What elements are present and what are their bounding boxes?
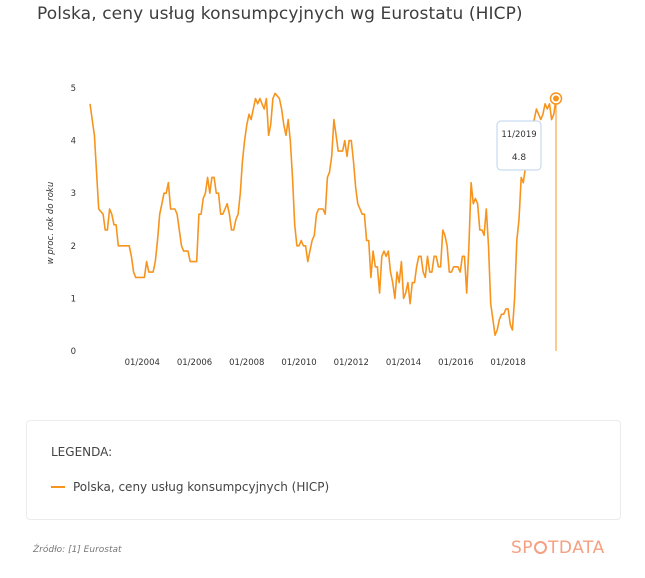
legend-heading: LEGENDA: <box>51 445 113 459</box>
x-tick-label: 01/2008 <box>229 358 264 368</box>
y-tick-label: 3 <box>71 189 76 199</box>
y-tick-label: 1 <box>71 294 76 304</box>
spotdata-logo: SP TDATA <box>511 538 605 558</box>
tooltip: 11/2019 4.8 <box>496 120 542 171</box>
x-tick-label: 01/2018 <box>490 358 525 368</box>
x-axis-ticks: 01/2004 01/2006 01/2008 01/2010 01/2012 01/20… <box>125 358 526 368</box>
hover-point[interactable] <box>553 95 559 102</box>
chart-title: Polska, ceny usług konsumpcyjnych wg Eur… <box>37 4 523 24</box>
tooltip-value: 4.8 <box>512 153 527 163</box>
legend-box: LEGENDA: Polska, ceny usług konsumpcyjny… <box>26 420 621 520</box>
x-tick-label: 01/2010 <box>281 358 316 368</box>
x-tick-label: 01/2016 <box>438 358 473 368</box>
legend-item[interactable]: Polska, ceny usług konsumpcyjnych (HICP) <box>51 480 329 494</box>
series-line[interactable] <box>89 92 557 336</box>
logo-text-start: SP <box>511 538 534 558</box>
source-note: Źródło: [1] Eurostat <box>33 545 122 555</box>
logo-o-icon <box>534 541 548 554</box>
x-tick-label: 01/2006 <box>177 358 212 368</box>
y-axis-ticks: 0 1 2 3 4 5 <box>71 84 76 357</box>
legend-item-label: Polska, ceny usług konsumpcyjnych (HICP) <box>73 480 330 494</box>
y-tick-label: 4 <box>71 137 76 147</box>
y-tick-label: 0 <box>71 347 76 357</box>
y-tick-label: 5 <box>71 84 76 94</box>
logo-text-end: TDATA <box>548 538 605 558</box>
y-tick-label: 2 <box>71 242 76 252</box>
y-axis-label: w proc. rok do roku <box>46 182 56 264</box>
tooltip-label: 11/2019 <box>501 130 536 140</box>
x-tick-label: 01/2012 <box>334 358 369 368</box>
x-tick-label: 01/2004 <box>125 358 160 368</box>
legend-swatch <box>51 486 65 488</box>
x-tick-label: 01/2014 <box>386 358 421 368</box>
